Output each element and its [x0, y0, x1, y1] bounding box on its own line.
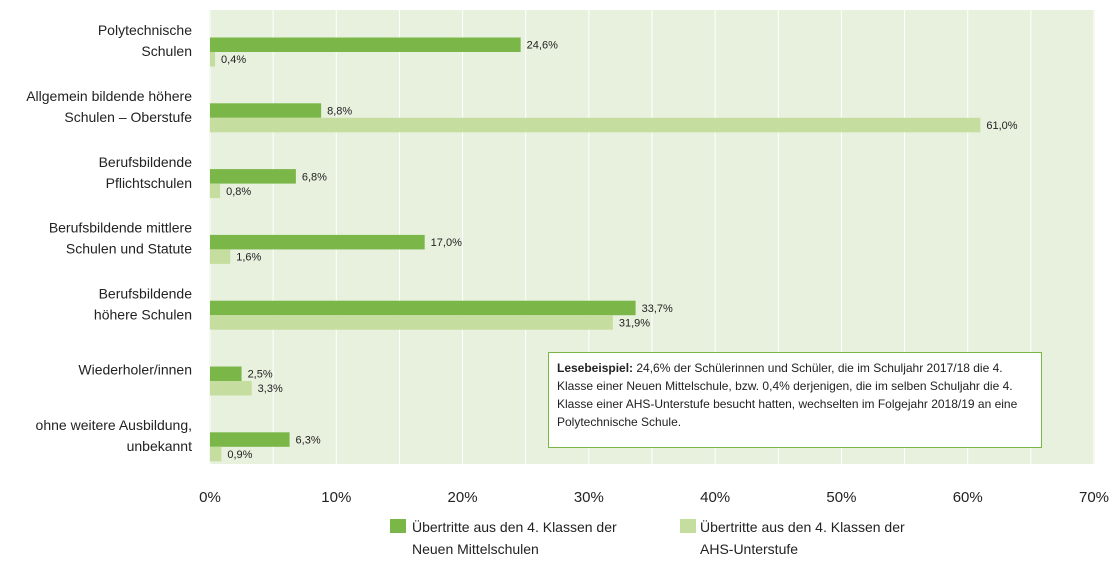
x-tick-label: 30%: [574, 489, 604, 506]
annotation-text: 24,6% der Schülerinnen und Schüler, die …: [557, 361, 1018, 429]
x-tick-label: 10%: [321, 489, 351, 506]
annotation: Lesebeispiel: 24,6% der Schülerinnen und…: [548, 352, 1042, 448]
x-tick-label: 20%: [448, 489, 478, 506]
bar: [210, 52, 216, 67]
bar: [210, 169, 296, 184]
bar: [210, 300, 636, 316]
value-label: 0,4%: [221, 54, 246, 66]
value-label: 31,9%: [619, 317, 650, 329]
category-label: höhere Schulen: [94, 306, 192, 322]
x-tick-label: 60%: [953, 489, 983, 506]
legend-swatch: [390, 519, 406, 533]
category-label: Schulen – Oberstufe: [64, 109, 192, 125]
value-label: 1,6%: [236, 252, 261, 264]
value-label: 33,7%: [642, 303, 673, 315]
category-label: Wiederholer/innen: [78, 362, 192, 378]
category-label: Berufsbildende: [99, 154, 193, 170]
value-label: 6,8%: [302, 171, 327, 183]
x-tick-label: 70%: [1079, 489, 1109, 506]
bar: [210, 432, 290, 447]
bar: [210, 315, 613, 330]
bar: [210, 249, 231, 264]
value-label: 17,0%: [431, 237, 462, 249]
bar: [210, 37, 521, 52]
annotation-label: Lesebeispiel:: [557, 361, 634, 375]
category-label: ohne weitere Ausbildung,: [36, 417, 192, 433]
x-tick-label: 0%: [199, 489, 221, 506]
category-label: Schulen: [141, 43, 192, 59]
value-label: 6,3%: [296, 434, 321, 446]
category-label: Berufsbildende: [99, 285, 193, 301]
value-label: 3,3%: [258, 383, 283, 395]
value-label: 8,8%: [327, 105, 352, 117]
x-tick-label: 40%: [700, 489, 730, 506]
bar: [210, 446, 222, 462]
value-label: 61,0%: [986, 120, 1017, 132]
value-label: 24,6%: [527, 40, 558, 52]
bar: [210, 117, 981, 133]
category-label: Allgemein bildende höhere: [26, 88, 192, 104]
bar: [210, 366, 242, 381]
category-label: Berufsbildende mittlere: [49, 220, 192, 236]
bar: [210, 103, 322, 118]
legend-label: Übertritte aus den 4. Klassen der Neuen …: [412, 519, 617, 557]
category-label: Pflichtschulen: [106, 175, 192, 191]
legend-label: Übertritte aus den 4. Klassen der AHS-Un…: [700, 519, 905, 557]
bar: [210, 234, 425, 250]
category-label: Schulen und Statute: [66, 241, 192, 257]
category-label: unbekannt: [127, 438, 193, 454]
value-label: 2,5%: [248, 369, 273, 381]
legend-swatch: [680, 519, 696, 533]
x-tick-label: 50%: [826, 489, 856, 506]
value-label: 0,8%: [226, 186, 251, 198]
value-label: 0,9%: [227, 449, 252, 461]
bar: [210, 381, 252, 396]
category-label: Polytechnische: [98, 22, 192, 38]
bar: [210, 183, 221, 199]
